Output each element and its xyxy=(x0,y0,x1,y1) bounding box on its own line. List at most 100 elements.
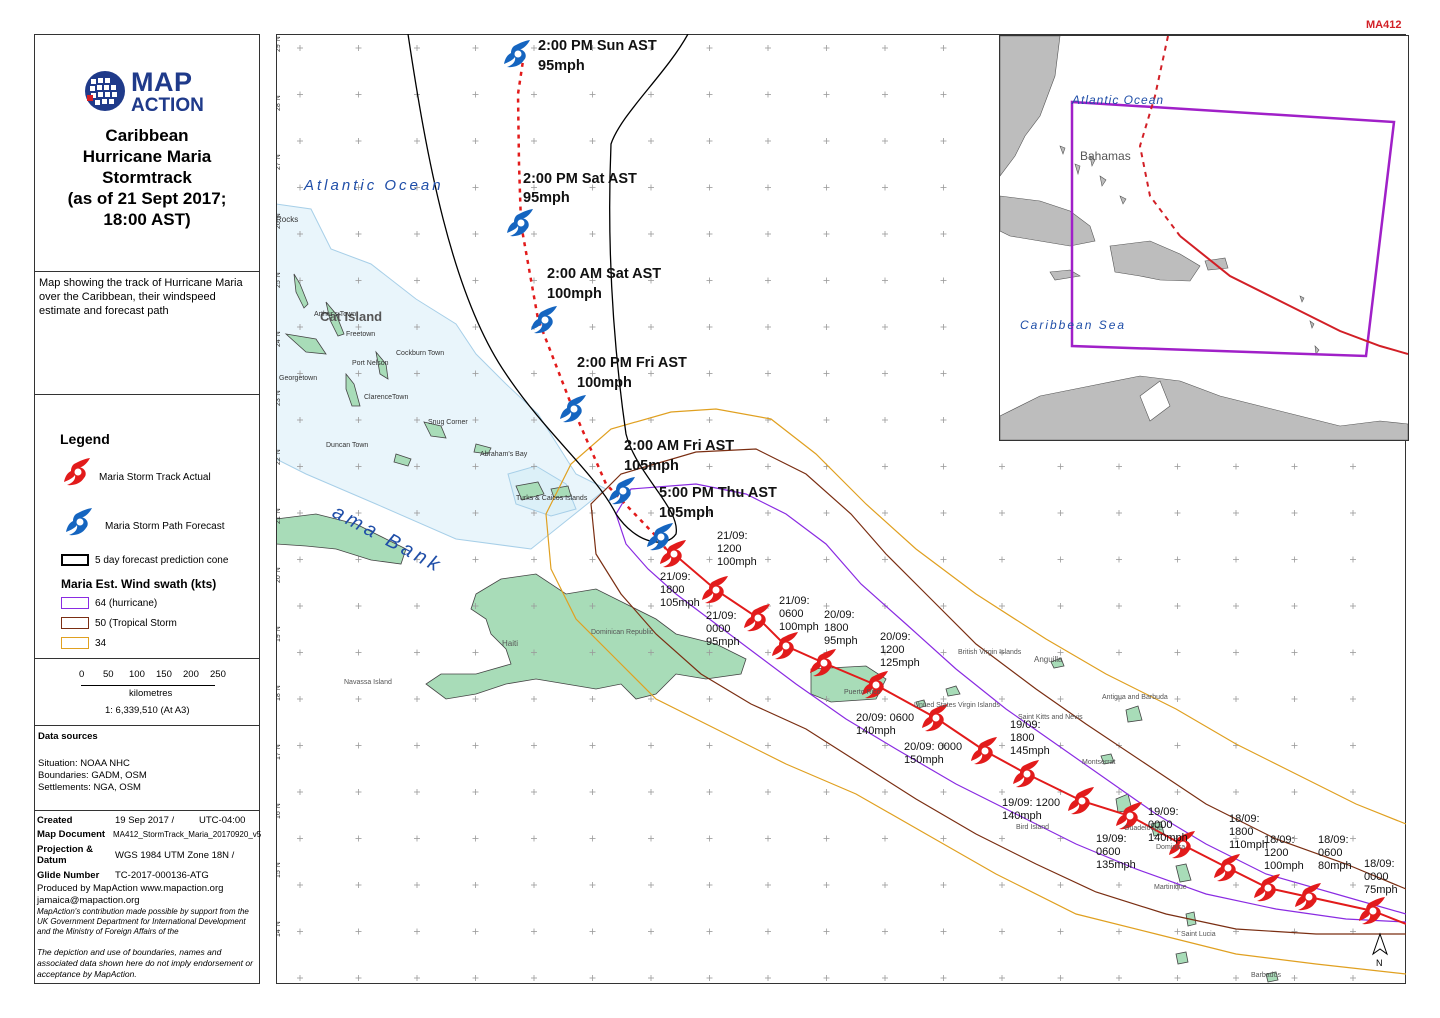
title-box: MAP ACTION Caribbean Hurricane Maria Sto… xyxy=(35,35,259,272)
glide-label: Glide Number xyxy=(37,870,100,881)
hispaniola xyxy=(425,573,747,700)
proj-label-2: Datum xyxy=(37,855,67,866)
inset-actual-track xyxy=(1179,235,1408,355)
label-georgetown: Georgetown xyxy=(279,375,317,382)
label-usvi: United States Virgin Islands xyxy=(914,702,1000,709)
track-label-line: 19/09: xyxy=(1096,833,1127,845)
track-label-line: 19/09: xyxy=(1010,719,1041,731)
track-label-line: 140mph xyxy=(1002,810,1042,822)
track-label-line: 21/09: xyxy=(779,595,810,607)
proj-label-1: Projection & xyxy=(37,844,93,855)
inset-extent-box xyxy=(1070,100,1396,358)
latitude-label: 28°N xyxy=(276,95,282,111)
inset-label-atlantic: Atlantic Ocean xyxy=(1071,93,1164,107)
actual-track-symbol xyxy=(63,457,93,492)
track-label-line: 95mph xyxy=(706,636,740,648)
label-dominica: Dominica xyxy=(1156,844,1185,851)
latitude-labels: 29°N 28°N 27°N 26°N 25°N 24°N 23°N 22°N 21°N 20°N… xyxy=(276,36,282,937)
track-label-line: 1200 xyxy=(717,543,741,555)
forecast-label-time: 2:00 AM Fri AST xyxy=(624,438,734,454)
latitude-label: 16°N xyxy=(276,803,282,819)
swath-64-label: 64 (hurricane) xyxy=(95,598,158,609)
map-frame xyxy=(276,34,1406,984)
label-guadeloupe: Guadeloupe xyxy=(1124,825,1162,832)
track-label-line: 19/09: 1200 xyxy=(1002,797,1060,809)
proj-value: WGS 1984 UTM Zone 18N / xyxy=(115,850,235,861)
forecast-label-speed: 95mph xyxy=(538,58,585,74)
track-label-line: 21/09: xyxy=(660,571,691,583)
disclaimer: The depiction and use of boundaries, nam… xyxy=(37,947,253,979)
swath-64-swatch xyxy=(61,597,89,609)
doc-value: MA412_StormTrack_Maria_20170920_v5 xyxy=(113,830,262,839)
label-stkitts: Saint Kitts and Nevis xyxy=(1018,714,1083,721)
track-label-line: 1200 xyxy=(1264,847,1288,859)
label-cat-island: Cat Island xyxy=(320,309,382,324)
track-label-line: 125mph xyxy=(880,657,920,669)
latitude-label: 29°N xyxy=(276,36,282,52)
scale-tick: 200 xyxy=(183,669,199,680)
swath-34-swatch xyxy=(61,637,89,649)
created-label: Created xyxy=(37,815,73,826)
cone-swatch xyxy=(61,554,89,566)
forecast-label-speed: 105mph xyxy=(624,458,679,474)
label-atlantic-ocean: Atlantic Ocean xyxy=(303,177,444,194)
label-antigua: Antigua and Barbuda xyxy=(1102,694,1168,701)
track-label-line: 75mph xyxy=(1364,884,1398,896)
doc-label: Map Document xyxy=(37,829,106,840)
legend-forecast-label: Maria Storm Path Forecast xyxy=(105,521,225,532)
label-barbados: Barbados xyxy=(1251,972,1281,979)
swath-50-label: 50 (Tropical Storm xyxy=(95,618,177,629)
track-label-line: 110mph xyxy=(1229,839,1268,851)
track-label-line: 95mph xyxy=(824,635,858,647)
track-label-line: 1800 xyxy=(1229,826,1253,838)
description-box: Map showing the track of Hurricane Maria… xyxy=(35,272,259,395)
scale-ratio: 1: 6,339,510 (At A3) xyxy=(105,705,190,716)
forecast-path-line xyxy=(516,53,667,550)
inset-land xyxy=(1000,36,1408,440)
label-puerto-rico: Puerto Rico xyxy=(844,689,881,696)
track-label-line: 150mph xyxy=(904,754,944,766)
label-port-nelson: Port Nelson xyxy=(352,360,389,367)
map-title: Caribbean Hurricane Maria Stormtrack (as… xyxy=(35,125,259,230)
label-anguilla: Anguilla xyxy=(1034,655,1063,664)
forecast-label-speed: 100mph xyxy=(547,286,602,302)
data-sources-heading: Data sources xyxy=(38,731,98,742)
track-label-line: 18/09: xyxy=(1318,834,1349,846)
inset-label-bahamas: Bahamas xyxy=(1080,149,1131,163)
track-label-line: 0600 xyxy=(1096,846,1120,858)
track-label-line: 0600 xyxy=(779,608,803,620)
latitude-label: 15°N xyxy=(276,862,282,878)
forecast-track-symbol xyxy=(63,505,97,544)
latitude-label: 25°N xyxy=(276,272,282,288)
track-label-line: 21/09: xyxy=(706,610,737,622)
track-label-line: 19/09: xyxy=(1148,806,1179,818)
track-label-line: 20/09: xyxy=(824,609,855,621)
latitude-label: 27°N xyxy=(276,154,282,170)
label-rocks: Rocks xyxy=(276,215,298,224)
scale-bar xyxy=(81,685,215,686)
title-line: Caribbean xyxy=(105,126,189,145)
forecast-label-time: 5:00 PM Thu AST xyxy=(659,485,777,501)
logo-map-text: MAP xyxy=(131,67,193,97)
label-bvi: British Virgin Islands xyxy=(958,649,1022,656)
track-label-line: 100mph xyxy=(1264,860,1304,872)
latitude-label: 21°N xyxy=(276,508,282,524)
scale-unit: kilometres xyxy=(129,688,173,699)
latitude-label: 24°N xyxy=(276,331,282,347)
track-label-line: 21/09: xyxy=(717,530,748,542)
legend-box: Legend Maria Storm Track Actual Maria St… xyxy=(35,395,259,659)
forecast-labels: 2:00 PM Sun AST 95mph 2:00 PM Sat AST 95… xyxy=(523,38,777,521)
forecast-label-time: 2:00 PM Sun AST xyxy=(538,38,657,54)
data-sources-box: Data sources Situation: NOAA NHC Boundar… xyxy=(35,726,259,811)
label-abraham: Abraham's Bay xyxy=(480,451,528,458)
label-snug: Snug Corner xyxy=(428,419,468,426)
forecast-label-speed: 105mph xyxy=(659,505,714,521)
track-label-line: 0000 xyxy=(706,623,730,635)
track-label-line: 0000 xyxy=(1148,819,1172,831)
label-montserrat: Montserrat xyxy=(1082,759,1116,766)
label-bird: Bird Island xyxy=(1016,824,1049,831)
track-label-line: 20/09: 0000 xyxy=(904,741,962,753)
logo-action-text: ACTION xyxy=(131,95,204,116)
forecast-label-time: 2:00 AM Sat AST xyxy=(547,266,661,282)
track-label-line: 1800 xyxy=(1010,732,1034,744)
